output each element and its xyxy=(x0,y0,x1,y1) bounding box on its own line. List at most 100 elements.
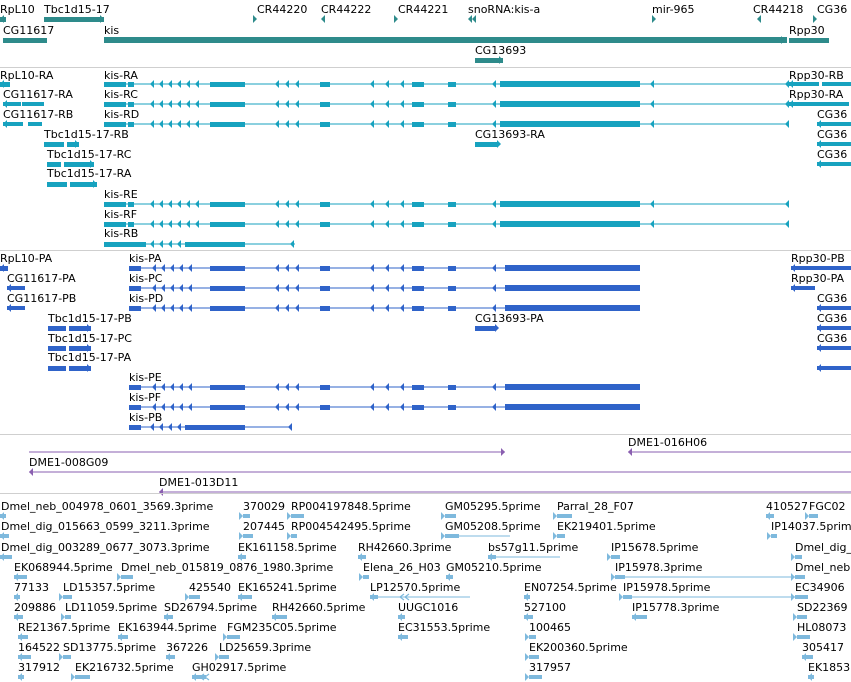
bac-label[interactable]: DME1-016H06 xyxy=(628,436,708,449)
est-label[interactable]: 317957 xyxy=(529,661,571,674)
est-label[interactable]: EK1853 xyxy=(808,661,851,674)
protein-label[interactable]: CG36 xyxy=(817,292,848,305)
protein-label[interactable]: kis-PF xyxy=(129,391,162,404)
gene-label[interactable]: CG13693 xyxy=(475,44,527,57)
est-label[interactable]: RP004542495.5prime xyxy=(291,520,411,533)
est-label[interactable]: EK163944.5prime xyxy=(118,621,217,634)
transcript-label[interactable]: CG36 xyxy=(817,148,848,161)
est-label[interactable]: Parral_28_F07 xyxy=(557,500,634,513)
est-label[interactable]: 77133 xyxy=(14,581,49,594)
est-label[interactable]: SD26794.5prime xyxy=(164,601,257,614)
transcript-label[interactable]: CG13693-RA xyxy=(475,128,545,141)
gene-label[interactable]: CR44222 xyxy=(321,3,372,16)
protein-label[interactable]: RpL10-PA xyxy=(0,252,53,265)
protein-label[interactable]: kis-PE xyxy=(129,371,162,384)
est-label[interactable]: 527100 xyxy=(524,601,566,614)
transcript-label[interactable]: RpL10-RA xyxy=(0,69,54,82)
gene-label[interactable]: CR44220 xyxy=(257,3,308,16)
gene-label[interactable]: Rpp30 xyxy=(789,24,825,37)
est-label[interactable]: FGC02 xyxy=(809,500,846,513)
protein-label[interactable]: kis-PD xyxy=(129,292,164,305)
gene-label[interactable]: CR44218 xyxy=(753,3,804,16)
est-label[interactable]: Dmel_dig_015663_0599_3211.3prime xyxy=(1,520,210,533)
est-label[interactable]: 100465 xyxy=(529,621,571,634)
est-label[interactable]: 425540 xyxy=(189,581,231,594)
protein-label[interactable]: CG11617-PB xyxy=(7,292,77,305)
transcript-label[interactable]: CG11617-RA xyxy=(3,88,73,101)
est-label[interactable]: 305417 xyxy=(802,641,844,654)
est-label[interactable]: EK200360.5prime xyxy=(529,641,628,654)
transcript-label[interactable]: kis-RF xyxy=(104,208,138,221)
est-label[interactable]: bs57g11.5prime xyxy=(488,541,579,554)
protein-label[interactable]: CG36 xyxy=(817,332,848,345)
est-label[interactable]: 164522 xyxy=(18,641,60,654)
bac-label[interactable]: DME1-008G09 xyxy=(29,456,109,469)
est-label[interactable]: 367226 xyxy=(166,641,208,654)
transcript-label[interactable]: kis-RA xyxy=(104,69,138,82)
est-label[interactable]: EK165241.5prime xyxy=(238,581,337,594)
gene-label[interactable]: mir-965 xyxy=(652,3,695,16)
transcript-label[interactable]: CG11617-RB xyxy=(3,108,74,121)
est-label[interactable]: GM05208.5prime xyxy=(445,520,541,533)
transcript-label[interactable]: kis-RB xyxy=(104,227,139,240)
transcript-label[interactable]: Tbc1d15-17-RA xyxy=(47,167,132,180)
est-label[interactable]: 410527 xyxy=(766,500,808,513)
bac-label[interactable]: DME1-013D11 xyxy=(159,476,239,489)
est-label[interactable]: IP15978.3prime xyxy=(615,561,703,574)
est-label[interactable]: IP15978.5prime xyxy=(623,581,711,594)
est-label[interactable]: EK161158.5prime xyxy=(238,541,337,554)
protein-label[interactable]: Tbc1d15-17-PB xyxy=(48,312,132,325)
est-label[interactable]: LP12570.5prime xyxy=(370,581,461,594)
protein-label[interactable]: CG11617-PA xyxy=(7,272,76,285)
gene-label[interactable]: CG11617 xyxy=(3,24,55,37)
est-label[interactable]: 209886 xyxy=(14,601,56,614)
est-label[interactable]: LD25659.3prime xyxy=(219,641,312,654)
est-label[interactable]: IP14037.5prime xyxy=(771,520,851,533)
protein-label[interactable]: Rpp30-PA xyxy=(791,272,845,285)
transcript-label[interactable]: CG36 xyxy=(817,128,848,141)
transcript-label[interactable]: CG36 xyxy=(817,108,848,121)
est-label[interactable]: LD11059.5prime xyxy=(65,601,158,614)
est-label[interactable]: GM05295.5prime xyxy=(445,500,541,513)
est-label[interactable]: HL08073 xyxy=(797,621,847,634)
protein-label[interactable]: kis-PA xyxy=(129,252,162,265)
protein-label[interactable]: CG36 xyxy=(817,312,848,325)
est-label[interactable]: FGM235C05.5prime xyxy=(227,621,337,634)
est-label[interactable]: EC34906 xyxy=(795,581,845,594)
est-label[interactable]: EK068944.5prime xyxy=(14,561,113,574)
est-label[interactable]: EN07254.5prime xyxy=(524,581,617,594)
est-label[interactable]: RE21367.5prime xyxy=(18,621,111,634)
est-label[interactable]: EK216732.5prime xyxy=(75,661,174,674)
est-label[interactable]: UUGC1016 xyxy=(398,601,459,614)
gene-label[interactable]: CR44221 xyxy=(398,3,449,16)
protein-label[interactable]: Tbc1d15-17-PC xyxy=(48,332,132,345)
transcript-label[interactable]: kis-RC xyxy=(104,88,138,101)
gene-label[interactable]: snoRNA:kis-a xyxy=(468,3,541,16)
protein-label[interactable]: kis-PC xyxy=(129,272,163,285)
est-label[interactable]: RP004197848.5prime xyxy=(291,500,411,513)
protein-label[interactable]: Tbc1d15-17-PA xyxy=(48,351,132,364)
est-label[interactable]: 317912 xyxy=(18,661,60,674)
est-label[interactable]: Dmel_neb_015819_0876_1980.3prime xyxy=(121,561,334,574)
est-label[interactable]: GM05210.5prime xyxy=(446,561,542,574)
est-label[interactable]: EC31553.5prime xyxy=(398,621,491,634)
protein-label[interactable]: kis-PB xyxy=(129,411,163,424)
est-label[interactable]: SD13775.5prime xyxy=(63,641,156,654)
est-label[interactable]: Dmel_neb xyxy=(795,561,851,574)
est-label[interactable]: GH02917.5prime xyxy=(192,661,287,674)
est-label[interactable]: RH42660.3prime xyxy=(358,541,452,554)
est-label[interactable]: 370029 xyxy=(243,500,285,513)
est-label[interactable]: IP15678.5prime xyxy=(611,541,699,554)
est-label[interactable]: LD15357.5prime xyxy=(63,581,156,594)
transcript-label[interactable]: Rpp30-RB xyxy=(789,69,844,82)
gene-label[interactable]: Tbc1d15-17 xyxy=(44,3,110,16)
gene-label[interactable]: kis xyxy=(104,24,120,37)
est-label[interactable]: RH42660.5prime xyxy=(272,601,366,614)
transcript-label[interactable]: Tbc1d15-17-RB xyxy=(44,128,129,141)
gene-label[interactable]: CG36 xyxy=(817,3,848,16)
transcript-label[interactable]: kis-RE xyxy=(104,188,138,201)
est-label[interactable]: Elena_26_H03 xyxy=(363,561,441,574)
gene-label[interactable]: RpL10 xyxy=(0,3,35,16)
est-label[interactable]: Dmel_neb_004978_0601_3569.3prime xyxy=(1,500,214,513)
est-label[interactable]: SD22369 xyxy=(797,601,848,614)
